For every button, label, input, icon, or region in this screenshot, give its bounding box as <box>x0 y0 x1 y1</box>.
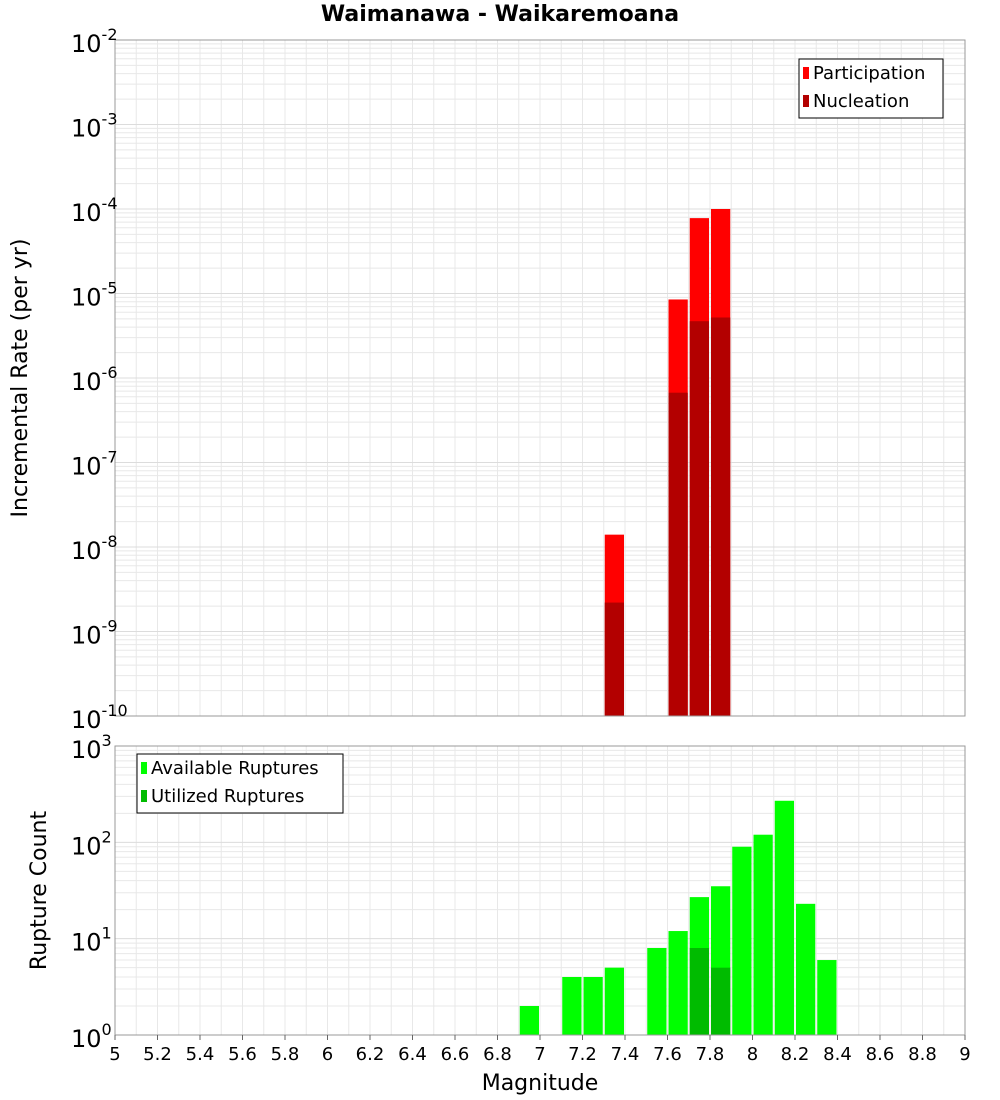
x-axis-label: Magnitude <box>482 1071 599 1096</box>
bar-available <box>519 1006 539 1035</box>
y-tick-label: 10-5 <box>71 279 118 312</box>
bar-nucleation <box>604 602 624 716</box>
bar-nucleation <box>711 317 731 716</box>
x-tick-label: 5.8 <box>271 1044 300 1065</box>
x-tick-label: 7 <box>534 1044 545 1065</box>
x-tick-label: 7.8 <box>696 1044 725 1065</box>
bar-nucleation <box>689 321 709 716</box>
bar-available <box>774 800 794 1035</box>
y-tick-label: 102 <box>71 827 112 860</box>
y-tick-label: 101 <box>71 924 112 957</box>
legend-swatch <box>803 67 809 79</box>
y-tick-label: 100 <box>71 1020 112 1053</box>
bar-available <box>583 977 603 1035</box>
bar-nucleation <box>668 392 688 716</box>
legend-swatch <box>803 95 809 107</box>
legend-box-2 <box>136 753 344 814</box>
x-tick-label: 8.4 <box>823 1044 852 1065</box>
x-tick-label: 6.2 <box>356 1044 385 1065</box>
bar-available <box>817 960 837 1035</box>
legend-label: Available Ruptures <box>151 758 319 779</box>
bar-available <box>668 931 688 1035</box>
legend-label: Participation <box>813 63 925 84</box>
y-tick-label: 10-8 <box>71 532 118 565</box>
x-tick-label: 6 <box>322 1044 333 1065</box>
y-tick-label: 10-6 <box>71 363 118 396</box>
x-tick-label: 6.6 <box>441 1044 470 1065</box>
bar-available <box>647 948 667 1035</box>
bar-available <box>562 977 582 1035</box>
x-tick-label: 7.4 <box>611 1044 640 1065</box>
y-tick-label: 103 <box>71 731 112 764</box>
chart-title: Waimanawa - Waikaremoana <box>320 2 680 27</box>
x-tick-label: 7.2 <box>568 1044 597 1065</box>
x-tick-label: 9 <box>959 1044 970 1065</box>
y-tick-label: 10-4 <box>71 194 118 227</box>
bar-available <box>796 903 816 1035</box>
x-tick-label: 5.2 <box>143 1044 172 1065</box>
y-axis-label-1: Incremental Rate (per yr) <box>8 239 33 518</box>
x-tick-label: 8 <box>747 1044 758 1065</box>
legend-swatch <box>141 790 147 802</box>
bar-utilized <box>711 967 731 1035</box>
x-tick-label: 5.6 <box>228 1044 257 1065</box>
y-tick-label: 10-9 <box>71 617 118 650</box>
y-tick-label: 10-10 <box>71 701 128 734</box>
legend-label: Nucleation <box>813 91 909 112</box>
legend-swatch <box>141 762 147 774</box>
bar-utilized <box>689 948 709 1035</box>
legend-box-1 <box>798 58 944 119</box>
x-tick-label: 8.6 <box>866 1044 895 1065</box>
x-tick-label: 8.8 <box>908 1044 937 1065</box>
plot-border-1 <box>114 39 966 717</box>
y-tick-label: 10-2 <box>71 25 118 58</box>
x-tick-label: 7.6 <box>653 1044 682 1065</box>
y-axis-label-2: Rupture Count <box>27 811 52 971</box>
legend-label: Utilized Ruptures <box>151 786 304 807</box>
y-tick-label: 10-3 <box>71 110 118 143</box>
x-tick-label: 6.8 <box>483 1044 512 1065</box>
x-tick-label: 8.2 <box>781 1044 810 1065</box>
x-tick-label: 6.4 <box>398 1044 427 1065</box>
x-tick-label: 5.4 <box>186 1044 215 1065</box>
x-tick-label: 5 <box>109 1044 120 1065</box>
bar-available <box>753 834 773 1035</box>
bar-available <box>604 967 624 1035</box>
y-tick-label: 10-7 <box>71 448 118 481</box>
bar-available <box>732 846 752 1035</box>
